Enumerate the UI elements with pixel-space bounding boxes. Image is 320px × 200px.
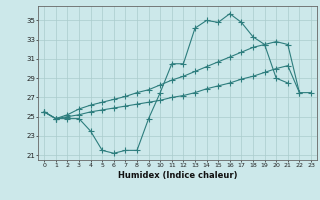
X-axis label: Humidex (Indice chaleur): Humidex (Indice chaleur) [118,171,237,180]
